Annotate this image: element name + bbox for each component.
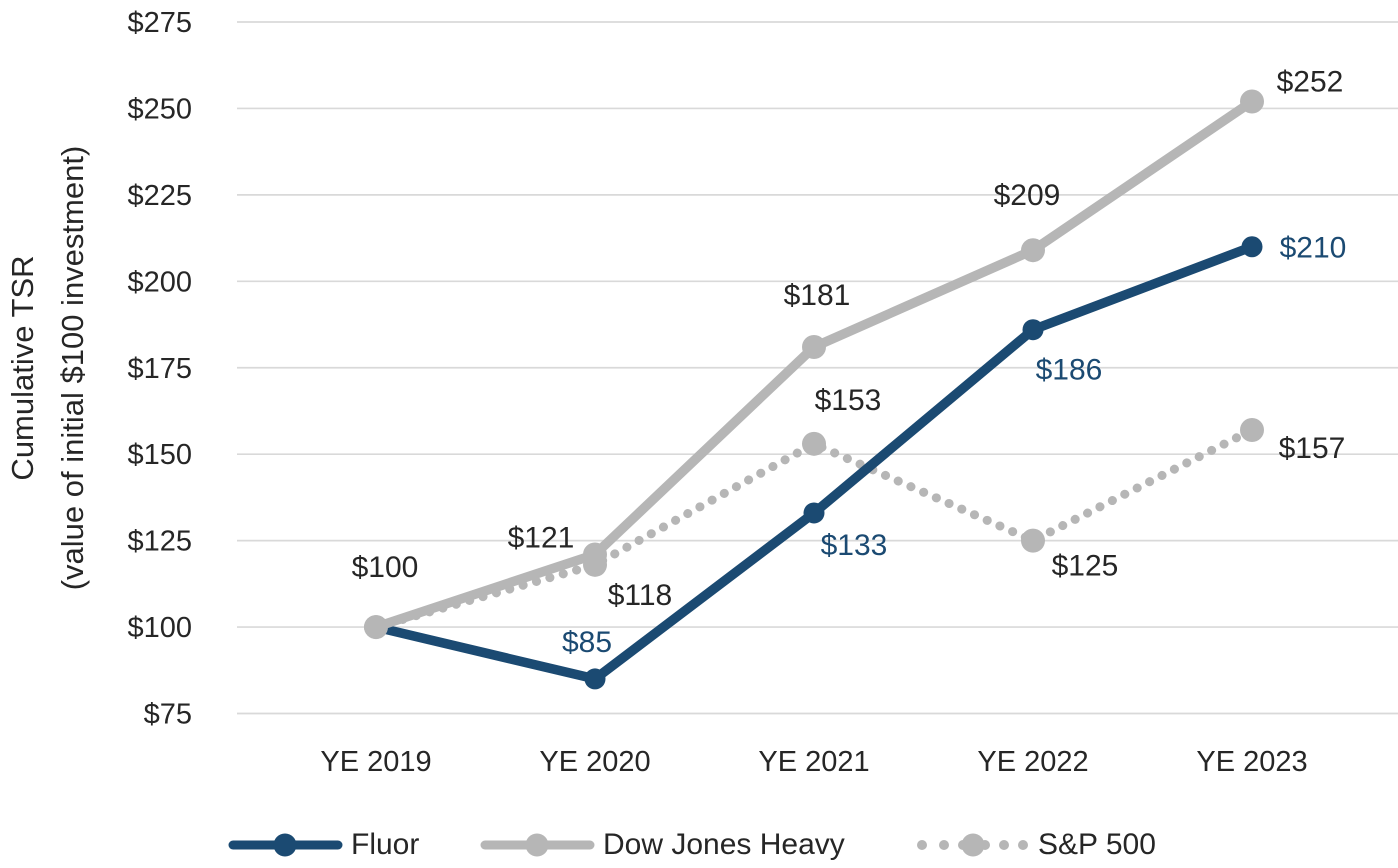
y-tick-label: $200 <box>127 266 192 298</box>
fluor-line-swatch-icon <box>228 833 343 857</box>
x-tick-label: YE 2022 <box>977 746 1088 778</box>
data-label-fluor-ye-2021: $133 <box>821 529 888 562</box>
y-tick-label: $275 <box>127 7 192 39</box>
data-label-dow-jones-heavy-ye-2020: $121 <box>508 521 575 554</box>
sp-500-dotted-line-swatch-icon <box>917 833 1028 857</box>
series-line-s-p-500 <box>371 425 1257 632</box>
legend-label-dow-jones-heavy: Dow Jones Heavy <box>603 828 845 861</box>
data-point-fluor-ye-2023 <box>1241 236 1263 258</box>
data-point-s-p-500-ye-2023 <box>1240 417 1264 442</box>
y-tick-label: $150 <box>127 439 192 471</box>
data-label-dow-jones-heavy-ye-2022: $209 <box>994 179 1061 212</box>
data-point-dow-jones-heavy-ye-2020 <box>583 542 607 567</box>
y-tick-label: $75 <box>144 699 192 731</box>
data-point-s-p-500-ye-2022 <box>1021 528 1045 553</box>
data-label-s-p-500-ye-2023: $157 <box>1279 432 1346 465</box>
data-point-dow-jones-heavy-ye-2019 <box>364 615 388 640</box>
data-point-dow-jones-heavy-ye-2021 <box>802 335 826 360</box>
data-point-fluor-ye-2020 <box>584 668 606 690</box>
legend-item-dow-jones-heavy: Dow Jones Heavy <box>480 828 845 862</box>
y-tick-label: $175 <box>127 353 192 385</box>
x-tick-label: YE 2023 <box>1196 746 1307 778</box>
data-point-s-p-500-ye-2021 <box>802 431 826 456</box>
data-label-dow-jones-heavy-ye-2019: $100 <box>352 551 419 584</box>
data-label-s-p-500-ye-2022: $125 <box>1052 550 1119 583</box>
data-label-dow-jones-heavy-ye-2023: $252 <box>1277 66 1344 99</box>
data-point-dow-jones-heavy-ye-2023 <box>1240 89 1264 114</box>
legend-label-fluor: Fluor <box>351 828 420 861</box>
legend-item-sp-500: S&P 500 <box>915 828 1156 862</box>
y-tick-label: $250 <box>127 93 192 125</box>
data-point-dow-jones-heavy-ye-2022 <box>1021 238 1045 263</box>
x-tick-label: YE 2019 <box>320 746 431 778</box>
data-point-fluor-ye-2021 <box>803 502 825 524</box>
data-label-fluor-ye-2023: $210 <box>1280 232 1347 265</box>
x-tick-label: YE 2021 <box>758 746 869 778</box>
data-label-fluor-ye-2022: $186 <box>1036 354 1103 387</box>
data-label-s-p-500-ye-2020: $118 <box>608 579 673 612</box>
y-tick-label: $100 <box>127 612 192 644</box>
legend-label-sp-500: S&P 500 <box>1038 828 1156 861</box>
y-tick-label: $225 <box>127 180 192 212</box>
data-label-fluor-ye-2020: $85 <box>562 626 612 659</box>
data-label-s-p-500-ye-2021: $153 <box>815 384 882 417</box>
plot-area: $75 $100 $125 $150 $175 $200 $225 $250 $275 YE 20… <box>127 7 1398 778</box>
dow-jones-heavy-line-swatch-icon <box>480 833 595 857</box>
legend-item-fluor: Fluor <box>228 828 419 862</box>
data-label-dow-jones-heavy-ye-2021: $181 <box>784 279 851 312</box>
data-point-fluor-ye-2022 <box>1022 319 1044 341</box>
y-tick-label: $125 <box>127 526 192 558</box>
x-tick-label: YE 2020 <box>539 746 650 778</box>
